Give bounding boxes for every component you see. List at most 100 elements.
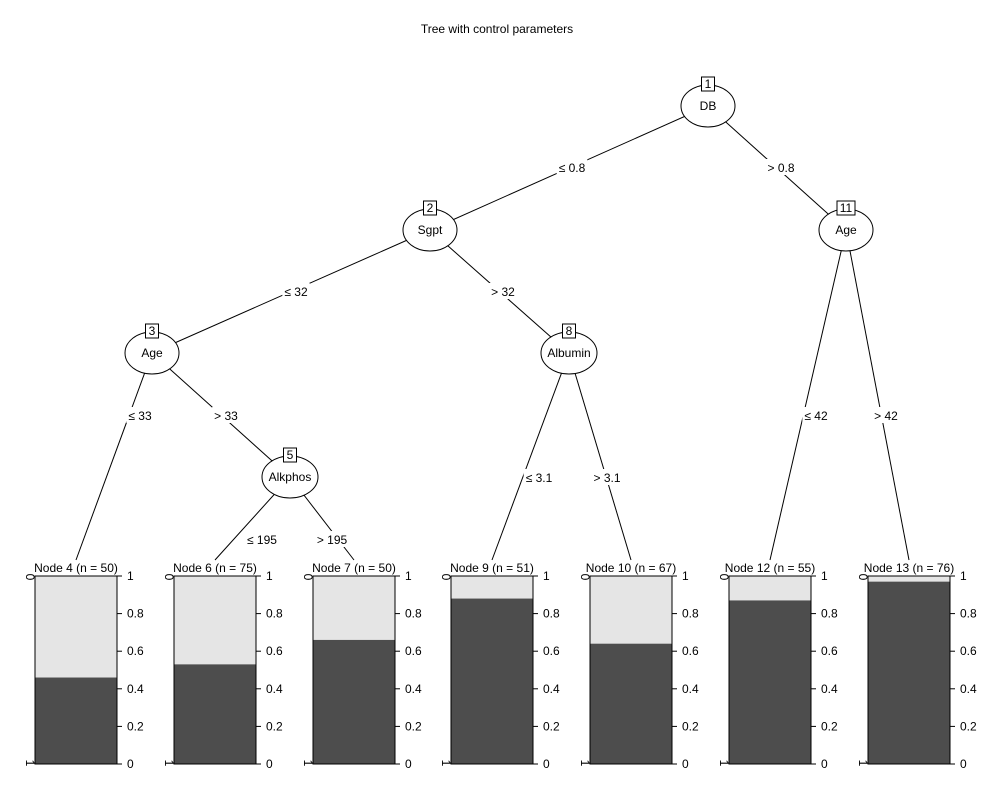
axis-tick-label: 1 [543, 569, 550, 583]
edge-3-4 [75, 352, 153, 561]
node-id-label: 5 [287, 448, 294, 462]
axis-tick-label: 0 [266, 757, 273, 771]
edge-label-bg [314, 531, 350, 547]
axis-tick-label: 1 [405, 569, 412, 583]
axis-tick-label: 0.4 [266, 682, 283, 696]
bar-segment-class0 [451, 576, 533, 599]
bar-frame [450, 575, 534, 765]
class-label-bottom: 1 [439, 760, 453, 767]
class-label-top: 0 [856, 574, 870, 581]
terminal-node-label: Node 9 (n = 51) [450, 561, 534, 575]
axis-tick-label: 0.8 [266, 607, 283, 621]
edge-label-bg [489, 283, 517, 299]
axis-tick-label: 0.6 [127, 644, 144, 658]
axis-tick-label: 0.8 [127, 607, 144, 621]
edge-label-5-7: > 195 [317, 533, 348, 547]
edge-label-bg [591, 469, 623, 485]
class-label-top: 0 [162, 574, 176, 581]
edge-8-10 [568, 352, 632, 561]
terminal-node-label: Node 6 (n = 75) [173, 561, 257, 575]
edge-label-8-10: > 3.1 [593, 471, 620, 485]
class-label-bottom: 1 [23, 760, 37, 767]
edge-label-3-5: > 33 [214, 409, 238, 423]
axis-tick-label: 1 [821, 569, 828, 583]
axis-tick-label: 0.2 [960, 719, 977, 733]
inner-node-1: DB 1 [680, 76, 736, 128]
node-id-label: 1 [705, 77, 712, 91]
inner-node-11: Age 11 [818, 200, 874, 252]
bar-segment-class1 [590, 643, 672, 764]
axis-tick-label: 1 [127, 569, 134, 583]
axis-tick-label: 0.8 [543, 607, 560, 621]
axis-tick-label: 0.6 [543, 644, 560, 658]
edge-label-11-12: ≤ 42 [804, 409, 828, 423]
class-label-bottom: 1 [578, 760, 592, 767]
axis-tick-label: 0.2 [543, 719, 560, 733]
terminal-label-bg [448, 561, 536, 575]
terminal-label-bg [171, 561, 259, 575]
bar-segment-class0 [729, 576, 811, 601]
axis-tick-label: 0.6 [405, 644, 422, 658]
bar-frame [728, 575, 812, 765]
edge-label-1-11: > 0.8 [767, 161, 794, 175]
node-variable-label: Age [835, 223, 857, 237]
class-label-bottom: 1 [856, 760, 870, 767]
edge-label-5-6: ≤ 195 [247, 533, 277, 547]
edge-label-bg [245, 531, 279, 547]
terminal-label-bg [587, 561, 675, 575]
node-variable-label: Age [141, 346, 163, 360]
terminal-node-label: Node 4 (n = 50) [34, 561, 118, 575]
axis-tick-label: 0 [682, 757, 689, 771]
node-id-label: 3 [149, 324, 156, 338]
bar-segment-class0 [868, 576, 950, 582]
axis-tick-label: 1 [960, 569, 967, 583]
node-variable-label: Albumin [547, 346, 590, 360]
edge-label-bg [765, 159, 797, 175]
terminal-label-bg [310, 561, 398, 575]
inner-node-2: Sgpt 2 [402, 200, 458, 252]
axis-tick-label: 0.4 [821, 682, 838, 696]
inner-node-8: Albumin 8 [540, 323, 598, 375]
edge-label-bg [802, 407, 830, 423]
axis-tick-label: 0.6 [960, 644, 977, 658]
bar-segment-class1 [313, 639, 395, 764]
axis-tick-label: 0.2 [682, 719, 699, 733]
axis-tick-label: 0.2 [405, 719, 422, 733]
axis-tick-label: 0 [821, 757, 828, 771]
edge-label-bg [212, 407, 240, 423]
node-id-label: 8 [566, 324, 573, 338]
edge-label-bg [523, 469, 555, 485]
axis-tick-label: 0.4 [405, 682, 422, 696]
bar-segment-class1 [35, 677, 117, 764]
edge-label-bg [872, 407, 900, 423]
node-id-box [145, 323, 159, 339]
terminal-label-bg [865, 561, 953, 575]
class-label-top: 0 [23, 574, 37, 581]
terminal-node-label: Node 13 (n = 76) [864, 561, 954, 575]
bar-segment-class1 [729, 600, 811, 764]
edge-label-bg [282, 283, 310, 299]
inner-node-5: Alkphos 5 [261, 447, 319, 499]
axis-tick-label: 0 [127, 757, 134, 771]
edge-label-2-8: > 32 [491, 285, 515, 299]
bar-segment-class1 [868, 581, 950, 764]
class-label-bottom: 1 [162, 760, 176, 767]
bar-segment-class0 [590, 576, 672, 644]
axis-tick-label: 0.8 [405, 607, 422, 621]
axis-tick-label: 0.8 [682, 607, 699, 621]
class-label-bottom: 1 [717, 760, 731, 767]
axis-tick-label: 0 [543, 757, 550, 771]
axis-tick-label: 0.4 [682, 682, 699, 696]
bar-segment-class1 [451, 598, 533, 764]
axis-tick-label: 0.2 [266, 719, 283, 733]
bar-segment-class0 [35, 576, 117, 678]
class-label-top: 0 [301, 574, 315, 581]
bar-frame [34, 575, 118, 765]
axis-tick-label: 0.4 [543, 682, 560, 696]
edge-label-bg [126, 407, 154, 423]
axis-tick-label: 0.6 [266, 644, 283, 658]
